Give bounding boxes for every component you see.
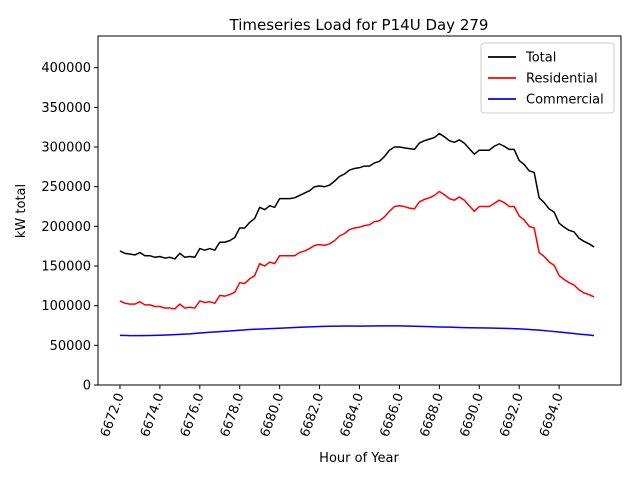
series-line-total <box>119 132 595 260</box>
y-axis: 0 50000 100000 150000 200000 250000 300000 3500… <box>41 61 98 394</box>
series-line-commercial <box>119 325 595 337</box>
legend-label-total: Total <box>525 51 556 66</box>
legend-label-residential: Residential <box>526 72 598 87</box>
legend-box <box>480 42 615 114</box>
x-axis-label: Hour of Year <box>319 451 399 466</box>
chart-title: Timeseries Load for P14U Day 279 <box>229 16 489 34</box>
y-tick-label: 100000 <box>41 299 91 314</box>
y-tick-label: 250000 <box>41 180 91 195</box>
y-tick-label: 0 <box>83 379 91 394</box>
y-tick-label: 150000 <box>41 260 91 275</box>
legend: Total Residential Commercial <box>480 42 615 114</box>
series-line-residential <box>119 190 595 310</box>
y-tick-label: 200000 <box>41 220 91 235</box>
legend-label-commercial: Commercial <box>526 93 604 108</box>
legend-entries: Total Residential Commercial <box>488 51 604 108</box>
y-tick-label: 300000 <box>41 141 91 156</box>
y-tick-label: 400000 <box>41 61 91 76</box>
y-axis-label: kW total <box>14 184 29 238</box>
y-tick-label: 50000 <box>50 339 91 354</box>
plot-lines <box>119 132 595 337</box>
y-tick-label: 350000 <box>41 101 91 116</box>
